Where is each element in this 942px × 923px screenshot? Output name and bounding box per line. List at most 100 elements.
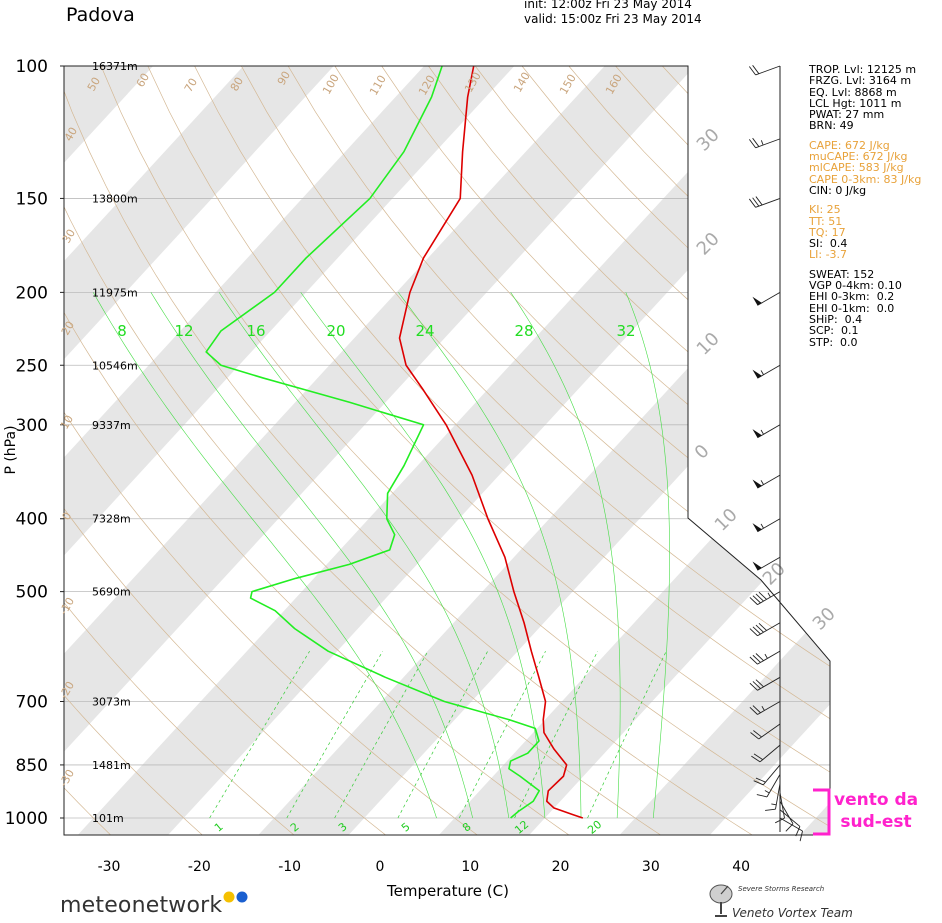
moist-adiabat	[398, 292, 582, 819]
wind-barb	[756, 774, 781, 798]
vortex-team-name: Veneto Vortex Team	[732, 906, 853, 920]
dry-adiabat-label: 140	[511, 70, 533, 95]
index-line: EHI 0-1km: 0.0	[809, 301, 895, 315]
dry-adiabat	[194, 66, 830, 835]
meteonetwork-logo: meteonetwork	[60, 890, 249, 918]
isotherm-label: 30	[693, 124, 724, 155]
wind-barb	[752, 291, 781, 306]
brand-light: meteo	[60, 893, 132, 918]
pressure-tick-label: 200	[16, 283, 48, 303]
wind-barb	[748, 65, 781, 76]
dry-adiabat-label: 70	[182, 76, 200, 95]
height-label: 7328m	[92, 513, 131, 526]
moist-adiabat	[300, 292, 546, 819]
dry-adiabat	[64, 66, 573, 835]
dry-adiabat-label: 80	[228, 75, 246, 94]
wind-barb	[765, 783, 781, 811]
wind-annotation-line2: sud-est	[840, 812, 912, 832]
index-line: SCP: 0.1	[809, 324, 859, 338]
dry-adiabat	[64, 66, 205, 835]
dry-adiabat-label: 40	[62, 125, 80, 144]
temperature-tick-label: 30	[642, 859, 660, 875]
wind-bracket	[813, 788, 831, 836]
wind-barb	[752, 556, 781, 571]
isotherm-band	[64, 66, 727, 835]
wind-barb	[752, 364, 781, 379]
isotherm-label: 20	[759, 558, 790, 589]
dry-adiabat-label: 60	[134, 71, 152, 90]
dry-adiabat-label: -30	[57, 767, 77, 789]
isotherm-label: 30	[809, 603, 840, 634]
moist-adiabat	[218, 292, 510, 819]
pressure-tick-label: 100	[16, 57, 48, 77]
mixing-ratio-label: 20	[585, 818, 604, 837]
height-label: 3073m	[92, 696, 131, 709]
moist-adiabat	[625, 292, 670, 819]
height-label: 10546m	[92, 359, 138, 372]
wind-barb	[752, 518, 781, 533]
theta-e-label: 12	[174, 322, 193, 340]
theta-e-label: 16	[246, 322, 265, 340]
isotherm-label: 10	[693, 328, 724, 359]
pressure-tick-label: 850	[16, 756, 48, 776]
dry-adiabat	[64, 66, 664, 835]
dry-adiabat	[287, 66, 830, 835]
dry-adiabat-label: 90	[275, 69, 293, 88]
index-line: muCAPE: 672 J/kg	[809, 150, 908, 164]
index-line: CAPE: 672 J/kg	[809, 138, 890, 152]
mixing-ratio-label: 1	[212, 820, 226, 834]
temperature-tick-label: 20	[552, 859, 570, 875]
index-line: CAPE 0-3km: 83 J/kg	[809, 172, 922, 186]
height-label: 101m	[92, 812, 124, 825]
index-line: TT: 51	[809, 214, 843, 228]
mixing-ratio-line	[286, 650, 384, 819]
wind-barb	[750, 723, 781, 740]
index-line: FRZG. Lvl: 3164 m	[809, 74, 912, 88]
wind-barb	[749, 701, 781, 715]
theta-e-label: 32	[616, 322, 635, 340]
isotherm-band	[437, 66, 830, 835]
height-label: 11975m	[92, 286, 138, 299]
temperature-tick-label: -10	[278, 859, 301, 875]
index-line: BRN: 49	[809, 119, 854, 133]
brand-dots-icon	[223, 891, 248, 903]
station-title: Padova	[66, 4, 135, 26]
wind-barb	[774, 792, 785, 824]
pressure-tick-label: 700	[16, 693, 48, 713]
mixing-ratio-line	[334, 650, 429, 819]
height-label: 16371m	[92, 60, 138, 73]
dry-adiabat-label: 110	[367, 73, 389, 98]
vortex-tagline: Severe Storms Research	[738, 885, 825, 893]
temperature-tick-label: -20	[188, 859, 211, 875]
height-label: 13800m	[92, 192, 138, 205]
dry-adiabat	[64, 66, 756, 835]
index-line: VGP 0-4km: 0.10	[809, 279, 902, 293]
dry-adiabat	[147, 66, 830, 835]
index-line: STP: 0.0	[809, 335, 858, 349]
wind-barb	[753, 764, 781, 786]
index-line: SI: 0.4	[809, 237, 848, 251]
index-line: CIN: 0 J/kg	[809, 183, 867, 197]
dry-adiabat-label: 30	[60, 227, 78, 246]
isotherm-label: 20	[693, 228, 724, 259]
height-label: 9337m	[92, 419, 131, 432]
height-label: 1481m	[92, 759, 131, 772]
isotherm-label: 0	[691, 441, 714, 464]
brand-bold: network	[131, 893, 223, 918]
temperature-tick-label: 40	[732, 859, 750, 875]
dewpoint-profile-line	[205, 65, 541, 819]
theta-e-label: 28	[514, 322, 533, 340]
mixing-ratio-line	[514, 651, 598, 819]
index-line: LCL Hgt: 1011 m	[809, 96, 902, 110]
plot-frame	[63, 65, 831, 836]
plot-area	[64, 66, 830, 835]
dry-adiabat-label: -10	[57, 595, 77, 617]
dry-adiabat-label: 150	[557, 72, 579, 97]
dry-adiabat	[64, 66, 297, 835]
index-line: EHI 0-3km: 0.2	[809, 290, 895, 304]
dry-adiabat	[64, 66, 481, 835]
isotherm-band	[256, 66, 830, 835]
dry-adiabat	[64, 66, 389, 835]
wind-barb	[779, 809, 801, 837]
